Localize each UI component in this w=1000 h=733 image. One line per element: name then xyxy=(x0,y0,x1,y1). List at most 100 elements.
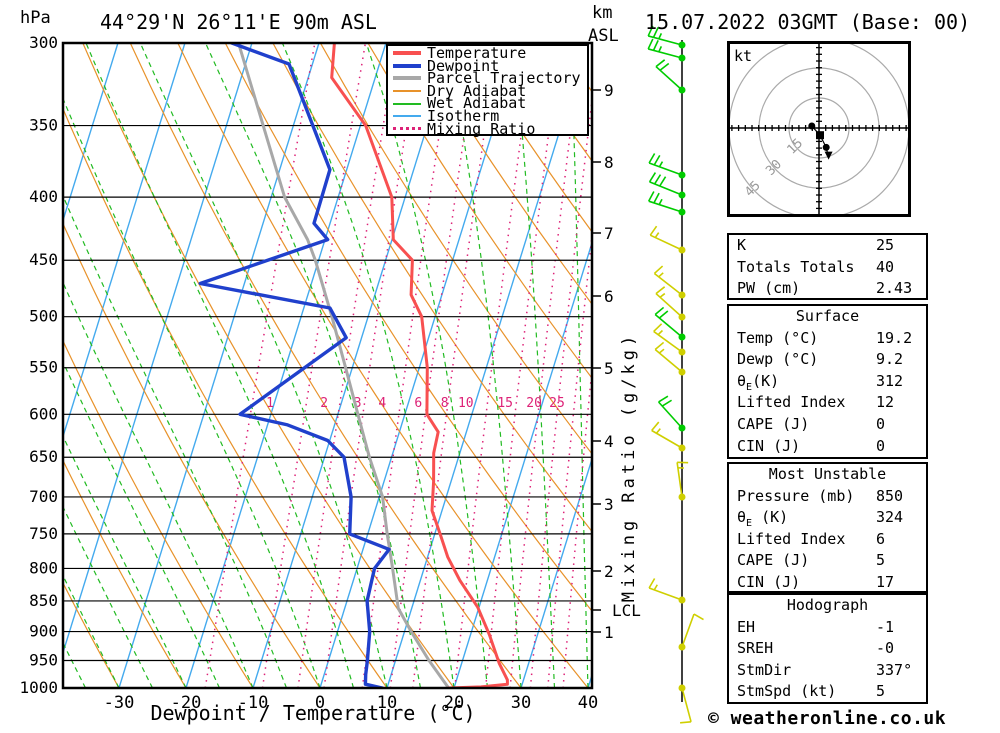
wind-barb xyxy=(657,395,686,432)
wet-adiabat-line xyxy=(63,360,221,688)
hodograph-unit-label: kt xyxy=(734,47,753,65)
dewpoint-line-sample xyxy=(393,63,421,68)
row-value: 0 xyxy=(876,414,886,433)
km-tick-label: 2 xyxy=(604,562,614,581)
legend-item-temperature: Temperature xyxy=(388,46,587,60)
sounding-curves xyxy=(198,43,509,688)
wet-adiabat-line xyxy=(63,434,187,688)
isotherm-line-sample xyxy=(393,115,421,118)
row-label: Pressure (mb) xyxy=(737,486,855,505)
mixing-ratio-axis-label: Mixing Ratio (g/kg) xyxy=(619,331,639,603)
mixing-ratio-value-label: 2 xyxy=(320,396,328,411)
mixing-ratio-value-label: 20 xyxy=(526,396,542,411)
indices-table-surface: Surface Temp (°C) 19.2 Dewp (°C) 9.2 θE(K) 312… xyxy=(727,304,928,459)
km-tick-label: 8 xyxy=(604,153,614,172)
wind-barb-column xyxy=(647,25,704,724)
pressure-tick-label: 850 xyxy=(29,591,58,610)
mixing-ratio-value-label: 4 xyxy=(378,396,386,411)
km-tick-label: 1 xyxy=(604,623,614,642)
row-value: 6 xyxy=(876,529,886,548)
wet-adiabat-line xyxy=(63,97,321,688)
row-label: Dewp (°C) xyxy=(737,350,819,369)
table-row: K 25 xyxy=(729,235,926,257)
table-row: PW (cm) 2.43 xyxy=(729,278,926,300)
row-label: CIN (J) xyxy=(737,436,801,455)
row-label: θE (K) xyxy=(737,508,789,530)
legend-item-parcel: Parcel Trajectory xyxy=(388,71,587,85)
wind-barb xyxy=(649,225,686,254)
mixing-ratio-value-label: 15 xyxy=(497,396,513,411)
plot-frame xyxy=(61,41,594,690)
mixing-ratio-value-label: 8 xyxy=(441,396,449,411)
wind-barb xyxy=(653,323,686,356)
wind-barb xyxy=(648,172,686,199)
wind-barb xyxy=(678,613,704,651)
km-tick-label: 3 xyxy=(604,495,614,514)
temperature-line-sample xyxy=(393,51,421,56)
pressure-tick-label: 950 xyxy=(29,651,58,670)
table-row: Pressure (mb) 850 xyxy=(729,486,926,508)
temperature-curve xyxy=(330,43,509,688)
pressure-tick-label: 650 xyxy=(29,447,58,466)
mixing-ratio-labels: 1 2 3 4 6 8 10 15 20 25 xyxy=(266,396,565,411)
row-value: 5 xyxy=(876,551,886,570)
row-label: Temp (°C) xyxy=(737,328,819,347)
table-row: StmSpd (kt) 5 xyxy=(729,681,926,703)
row-value: 312 xyxy=(876,371,904,390)
isotherm-line xyxy=(453,240,592,688)
row-value: 850 xyxy=(876,486,904,505)
mixing-ratio-line xyxy=(297,43,398,688)
table-row: CAPE (J) 5 xyxy=(729,550,926,572)
row-value: 17 xyxy=(876,572,895,591)
row-value: 2.43 xyxy=(876,279,913,298)
wind-barb xyxy=(648,578,686,604)
row-value: -1 xyxy=(876,617,895,636)
wet-adiabat-line xyxy=(63,194,288,688)
legend-item-dry-adiabat: Dry Adiabat xyxy=(388,84,587,98)
dry-adiabat-line xyxy=(367,43,592,380)
wind-barb xyxy=(647,25,686,49)
row-value: -0 xyxy=(876,639,895,658)
row-value: 324 xyxy=(876,508,904,527)
table-row: CIN (J) 17 xyxy=(729,572,926,594)
dry-adiabat-line xyxy=(63,459,187,688)
wet-adiabat-line xyxy=(63,574,120,688)
datetime-title: 15.07.2022 03GMT (Base: 00) xyxy=(645,10,971,34)
temp-tick-label: -20 xyxy=(171,693,202,713)
dry-adiabat-line xyxy=(63,581,120,688)
dry-adiabat-line-sample xyxy=(393,90,421,93)
isotherm-line xyxy=(319,43,521,688)
isotherm-line xyxy=(118,43,320,688)
hodograph-point xyxy=(808,122,816,130)
copyright-link[interactable]: © weatheronline.co.uk xyxy=(708,708,947,729)
mixing-ratio-line xyxy=(261,43,367,688)
isotherm-line xyxy=(63,43,253,655)
hodograph-point xyxy=(822,143,830,151)
row-label: PW (cm) xyxy=(737,279,801,298)
row-label: θE(K) xyxy=(737,371,780,393)
table-title: Hodograph xyxy=(786,596,869,614)
hodograph-ring-label: 15 xyxy=(784,136,806,158)
asl-axis-unit: ASL xyxy=(588,26,619,46)
indices-table-hodograph: Hodograph EH -1 SREH -0 StmDir 337° StmSpd (kt)… xyxy=(727,593,928,704)
km-tick-label: 7 xyxy=(604,224,614,243)
pressure-tick-label: 600 xyxy=(29,404,58,423)
dry-adiabat-line xyxy=(129,43,522,688)
indices-table-most-unstable: Most Unstable Pressure (mb) 850 θE (K) 324 Li… xyxy=(727,462,928,593)
row-label: StmDir xyxy=(737,660,792,679)
km-axis-unit: km xyxy=(592,3,613,23)
dry-adiabat-line xyxy=(319,43,592,455)
wind-barb xyxy=(647,38,686,62)
row-label: EH xyxy=(737,617,756,636)
mixing-ratio-line xyxy=(529,93,592,688)
indices-table-main: K 25 Totals Totals 40 PW (cm) 2.43 xyxy=(727,233,928,300)
table-row: θE (K) 324 xyxy=(729,507,926,529)
storm-motion-arrowhead xyxy=(824,151,833,160)
wind-barb xyxy=(648,191,686,216)
table-row: Lifted Index 6 xyxy=(729,529,926,551)
dry-adiabat-line xyxy=(462,43,592,233)
row-value: 5 xyxy=(876,682,886,701)
wind-barb xyxy=(654,341,686,376)
